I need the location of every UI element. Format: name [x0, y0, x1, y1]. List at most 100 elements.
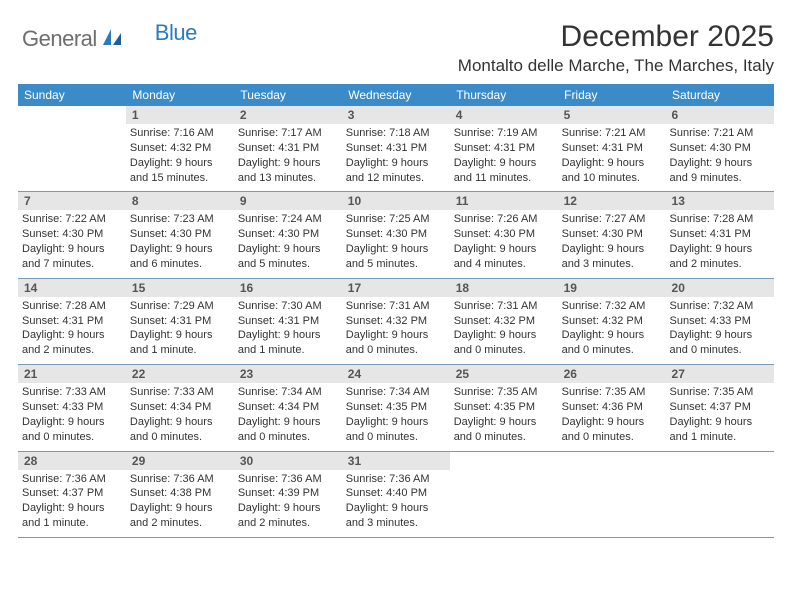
day-number: 3 — [342, 106, 450, 124]
daylight-line: and 4 minutes. — [454, 257, 554, 272]
daylight-line: and 0 minutes. — [562, 430, 662, 445]
sunset-line: Sunset: 4:31 PM — [454, 141, 554, 156]
day-number: 10 — [342, 192, 450, 211]
day-cell: Sunrise: 7:21 AMSunset: 4:31 PMDaylight:… — [558, 124, 666, 192]
sunset-line: Sunset: 4:32 PM — [130, 141, 230, 156]
daylight-line: and 11 minutes. — [454, 171, 554, 186]
sunset-line: Sunset: 4:37 PM — [670, 400, 770, 415]
daylight-line: Daylight: 9 hours — [130, 242, 230, 257]
daylight-line: Daylight: 9 hours — [238, 501, 338, 516]
daylight-line: Daylight: 9 hours — [670, 328, 770, 343]
day-cell: Sunrise: 7:35 AMSunset: 4:37 PMDaylight:… — [666, 383, 774, 451]
sunrise-line: Sunrise: 7:35 AM — [670, 385, 770, 400]
sunset-line: Sunset: 4:30 PM — [346, 227, 446, 242]
sunset-line: Sunset: 4:30 PM — [22, 227, 122, 242]
sunset-line: Sunset: 4:36 PM — [562, 400, 662, 415]
brand-text-2: Blue — [155, 20, 197, 46]
weekday-header: Tuesday — [234, 84, 342, 106]
daylight-line: Daylight: 9 hours — [130, 328, 230, 343]
day-number: 1 — [126, 106, 234, 124]
sunrise-line: Sunrise: 7:19 AM — [454, 126, 554, 141]
daylight-line: Daylight: 9 hours — [238, 242, 338, 257]
day-number: 9 — [234, 192, 342, 211]
sunrise-line: Sunrise: 7:17 AM — [238, 126, 338, 141]
day-cell: Sunrise: 7:34 AMSunset: 4:34 PMDaylight:… — [234, 383, 342, 451]
day-number: 15 — [126, 278, 234, 297]
day-number: 2 — [234, 106, 342, 124]
day-number: 4 — [450, 106, 558, 124]
daylight-line: and 0 minutes. — [22, 430, 122, 445]
daylight-line: and 13 minutes. — [238, 171, 338, 186]
day-number: 8 — [126, 192, 234, 211]
daylight-line: Daylight: 9 hours — [670, 415, 770, 430]
daylight-line: Daylight: 9 hours — [22, 242, 122, 257]
day-cell — [450, 470, 558, 538]
header: General Blue December 2025 Montalto dell… — [18, 20, 774, 76]
day-body-row: Sunrise: 7:36 AMSunset: 4:37 PMDaylight:… — [18, 470, 774, 538]
daylight-line: and 0 minutes. — [346, 430, 446, 445]
brand-text-1: General — [22, 26, 97, 52]
daylight-line: and 15 minutes. — [130, 171, 230, 186]
sunrise-line: Sunrise: 7:16 AM — [130, 126, 230, 141]
day-cell: Sunrise: 7:18 AMSunset: 4:31 PMDaylight:… — [342, 124, 450, 192]
weekday-header: Wednesday — [342, 84, 450, 106]
sunrise-line: Sunrise: 7:25 AM — [346, 212, 446, 227]
day-cell: Sunrise: 7:31 AMSunset: 4:32 PMDaylight:… — [450, 297, 558, 365]
sunrise-line: Sunrise: 7:31 AM — [454, 299, 554, 314]
sunrise-line: Sunrise: 7:32 AM — [562, 299, 662, 314]
sunrise-line: Sunrise: 7:23 AM — [130, 212, 230, 227]
weekday-header-row: Sunday Monday Tuesday Wednesday Thursday… — [18, 84, 774, 106]
day-cell: Sunrise: 7:21 AMSunset: 4:30 PMDaylight:… — [666, 124, 774, 192]
sunset-line: Sunset: 4:31 PM — [22, 314, 122, 329]
day-cell: Sunrise: 7:24 AMSunset: 4:30 PMDaylight:… — [234, 210, 342, 278]
day-body-row: Sunrise: 7:22 AMSunset: 4:30 PMDaylight:… — [18, 210, 774, 278]
daylight-line: Daylight: 9 hours — [238, 328, 338, 343]
daylight-line: Daylight: 9 hours — [130, 415, 230, 430]
daylight-line: and 0 minutes. — [562, 343, 662, 358]
daylight-line: Daylight: 9 hours — [454, 328, 554, 343]
sunrise-line: Sunrise: 7:22 AM — [22, 212, 122, 227]
day-cell: Sunrise: 7:31 AMSunset: 4:32 PMDaylight:… — [342, 297, 450, 365]
day-number: 29 — [126, 451, 234, 470]
sunrise-line: Sunrise: 7:28 AM — [670, 212, 770, 227]
sunset-line: Sunset: 4:32 PM — [562, 314, 662, 329]
day-cell: Sunrise: 7:36 AMSunset: 4:39 PMDaylight:… — [234, 470, 342, 538]
daylight-line: Daylight: 9 hours — [562, 328, 662, 343]
day-number: 20 — [666, 278, 774, 297]
sunset-line: Sunset: 4:30 PM — [238, 227, 338, 242]
daylight-line: and 0 minutes. — [346, 343, 446, 358]
sunset-line: Sunset: 4:30 PM — [562, 227, 662, 242]
sunset-line: Sunset: 4:33 PM — [670, 314, 770, 329]
day-number-row: 123456 — [18, 106, 774, 124]
sunset-line: Sunset: 4:31 PM — [670, 227, 770, 242]
daylight-line: and 12 minutes. — [346, 171, 446, 186]
daylight-line: and 2 minutes. — [670, 257, 770, 272]
daylight-line: Daylight: 9 hours — [454, 156, 554, 171]
day-number-row: 78910111213 — [18, 192, 774, 211]
day-number: 16 — [234, 278, 342, 297]
day-number: 21 — [18, 365, 126, 384]
day-cell: Sunrise: 7:25 AMSunset: 4:30 PMDaylight:… — [342, 210, 450, 278]
sunrise-line: Sunrise: 7:32 AM — [670, 299, 770, 314]
day-body-row: Sunrise: 7:33 AMSunset: 4:33 PMDaylight:… — [18, 383, 774, 451]
day-number: 17 — [342, 278, 450, 297]
sunrise-line: Sunrise: 7:35 AM — [562, 385, 662, 400]
sunset-line: Sunset: 4:35 PM — [346, 400, 446, 415]
daylight-line: Daylight: 9 hours — [346, 501, 446, 516]
sunset-line: Sunset: 4:38 PM — [130, 486, 230, 501]
sunrise-line: Sunrise: 7:21 AM — [670, 126, 770, 141]
daylight-line: and 5 minutes. — [346, 257, 446, 272]
daylight-line: and 0 minutes. — [454, 343, 554, 358]
sunrise-line: Sunrise: 7:36 AM — [346, 472, 446, 487]
sunrise-line: Sunrise: 7:36 AM — [238, 472, 338, 487]
day-cell: Sunrise: 7:28 AMSunset: 4:31 PMDaylight:… — [18, 297, 126, 365]
day-cell: Sunrise: 7:17 AMSunset: 4:31 PMDaylight:… — [234, 124, 342, 192]
daylight-line: and 1 minute. — [670, 430, 770, 445]
sunrise-line: Sunrise: 7:28 AM — [22, 299, 122, 314]
daylight-line: and 3 minutes. — [346, 516, 446, 531]
sunrise-line: Sunrise: 7:29 AM — [130, 299, 230, 314]
daylight-line: and 0 minutes. — [238, 430, 338, 445]
sunset-line: Sunset: 4:35 PM — [454, 400, 554, 415]
day-cell: Sunrise: 7:22 AMSunset: 4:30 PMDaylight:… — [18, 210, 126, 278]
daylight-line: and 3 minutes. — [562, 257, 662, 272]
